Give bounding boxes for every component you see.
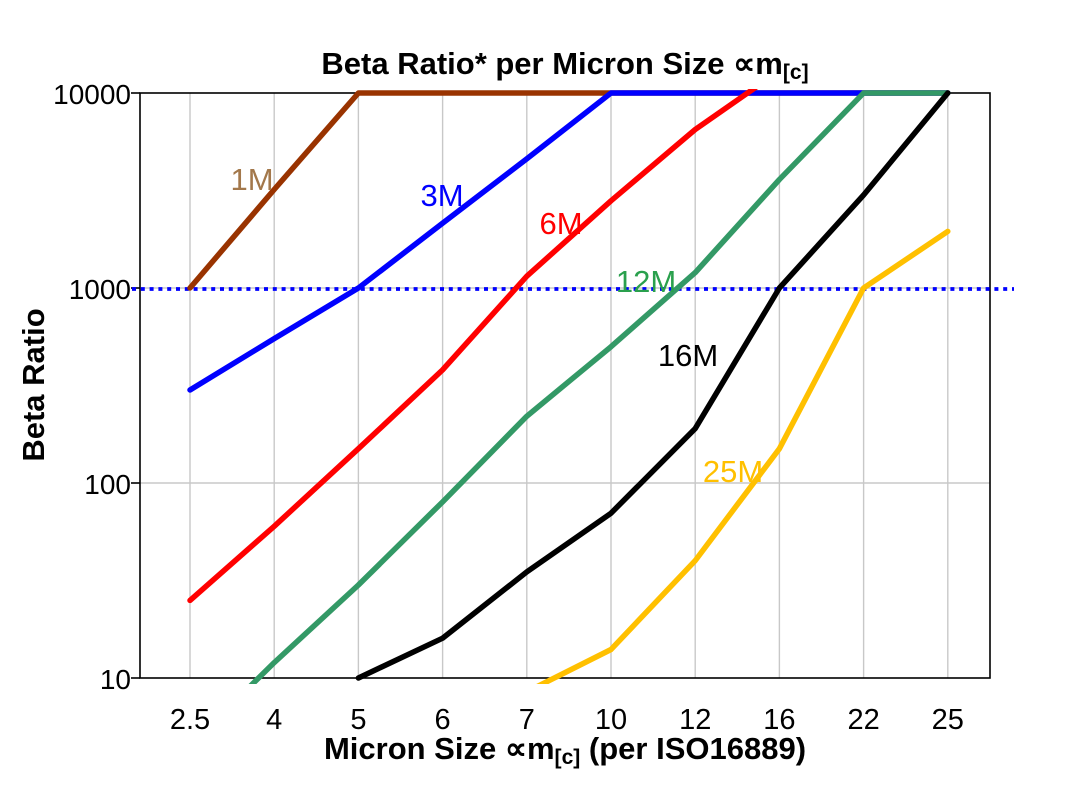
x-tick-label-2.5: 2.5	[170, 704, 210, 736]
x-tick-label-22: 22	[847, 704, 879, 736]
x-tick-label-6: 6	[435, 704, 451, 736]
x-tick-label-4: 4	[266, 704, 282, 736]
chart-title: Beta Ratio* per Micron Size ∝m[c]	[140, 46, 990, 85]
series-line-25M	[536, 228, 951, 684]
x-tick-label-5: 5	[350, 704, 366, 736]
series-label-3M: 3M	[420, 178, 463, 213]
series-label-16M: 16M	[658, 338, 718, 373]
x-tick-label-16: 16	[763, 704, 795, 736]
chart-title-text: Beta Ratio* per Micron Size	[321, 46, 734, 81]
series-label-12M: 12M	[616, 264, 676, 299]
x-tick-label-25: 25	[932, 704, 964, 736]
y-axis-title-text: Beta Ratio	[16, 308, 51, 462]
x-tick-label-7: 7	[519, 704, 535, 736]
y-tick-label-10000: 10000	[53, 79, 131, 110]
x-axis-title: Micron Size ∝m[c] (per ISO16889)	[140, 731, 990, 770]
micron-symbol: ∝m	[504, 731, 555, 766]
x-tick-label-10: 10	[595, 704, 627, 736]
x-axis-title-suffix: (per ISO16889)	[580, 731, 807, 766]
x-axis-title-text: Micron Size	[323, 731, 505, 766]
chart-title-subscript: [c]	[782, 61, 809, 85]
series-line-6M	[187, 89, 759, 604]
y-tick-label-100: 100	[84, 469, 131, 500]
x-axis-title-subscript: [c]	[554, 746, 581, 770]
y-tick-label-1000: 1000	[69, 274, 131, 305]
y-tick-label-10: 10	[100, 664, 131, 695]
x-tick-label-12: 12	[679, 704, 711, 736]
series-label-25M: 25M	[703, 454, 763, 489]
series-label-6M: 6M	[539, 206, 582, 241]
micron-symbol: ∝m	[733, 46, 783, 81]
series-line-3M	[187, 90, 951, 393]
series-line-12M	[248, 90, 951, 684]
series-label-1M: 1M	[230, 162, 273, 197]
series-line-16M	[355, 90, 951, 681]
